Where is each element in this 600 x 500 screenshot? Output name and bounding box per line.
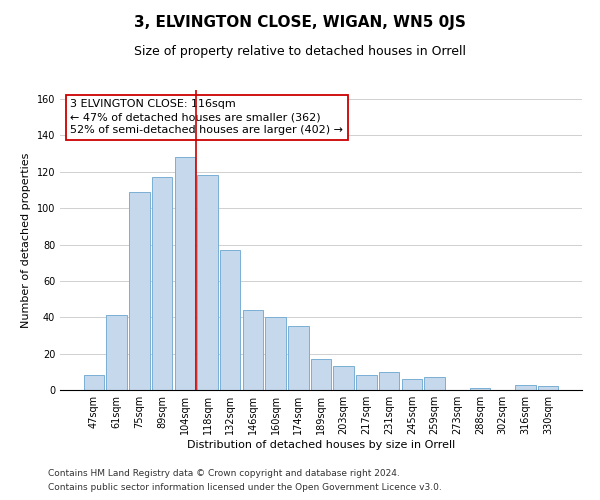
Bar: [129, 192, 149, 390]
Text: 3, ELVINGTON CLOSE, WIGAN, WN5 0JS: 3, ELVINGTON CLOSE, WIGAN, WN5 0JS: [134, 15, 466, 30]
Bar: [242, 310, 263, 390]
Text: Size of property relative to detached houses in Orrell: Size of property relative to detached ho…: [134, 45, 466, 58]
Bar: [515, 384, 536, 390]
Bar: [197, 176, 218, 390]
Bar: [265, 318, 286, 390]
Bar: [84, 376, 104, 390]
Bar: [424, 378, 445, 390]
Bar: [220, 250, 241, 390]
Text: 3 ELVINGTON CLOSE: 116sqm
← 47% of detached houses are smaller (362)
52% of semi: 3 ELVINGTON CLOSE: 116sqm ← 47% of detac…: [70, 99, 343, 136]
Bar: [379, 372, 400, 390]
Y-axis label: Number of detached properties: Number of detached properties: [21, 152, 31, 328]
Bar: [175, 158, 195, 390]
Bar: [106, 316, 127, 390]
Bar: [356, 376, 377, 390]
Bar: [152, 178, 172, 390]
Bar: [334, 366, 354, 390]
X-axis label: Distribution of detached houses by size in Orrell: Distribution of detached houses by size …: [187, 440, 455, 450]
Bar: [401, 379, 422, 390]
Bar: [538, 386, 558, 390]
Text: Contains HM Land Registry data © Crown copyright and database right 2024.: Contains HM Land Registry data © Crown c…: [48, 468, 400, 477]
Text: Contains public sector information licensed under the Open Government Licence v3: Contains public sector information licen…: [48, 484, 442, 492]
Bar: [288, 326, 308, 390]
Bar: [311, 359, 331, 390]
Bar: [470, 388, 490, 390]
